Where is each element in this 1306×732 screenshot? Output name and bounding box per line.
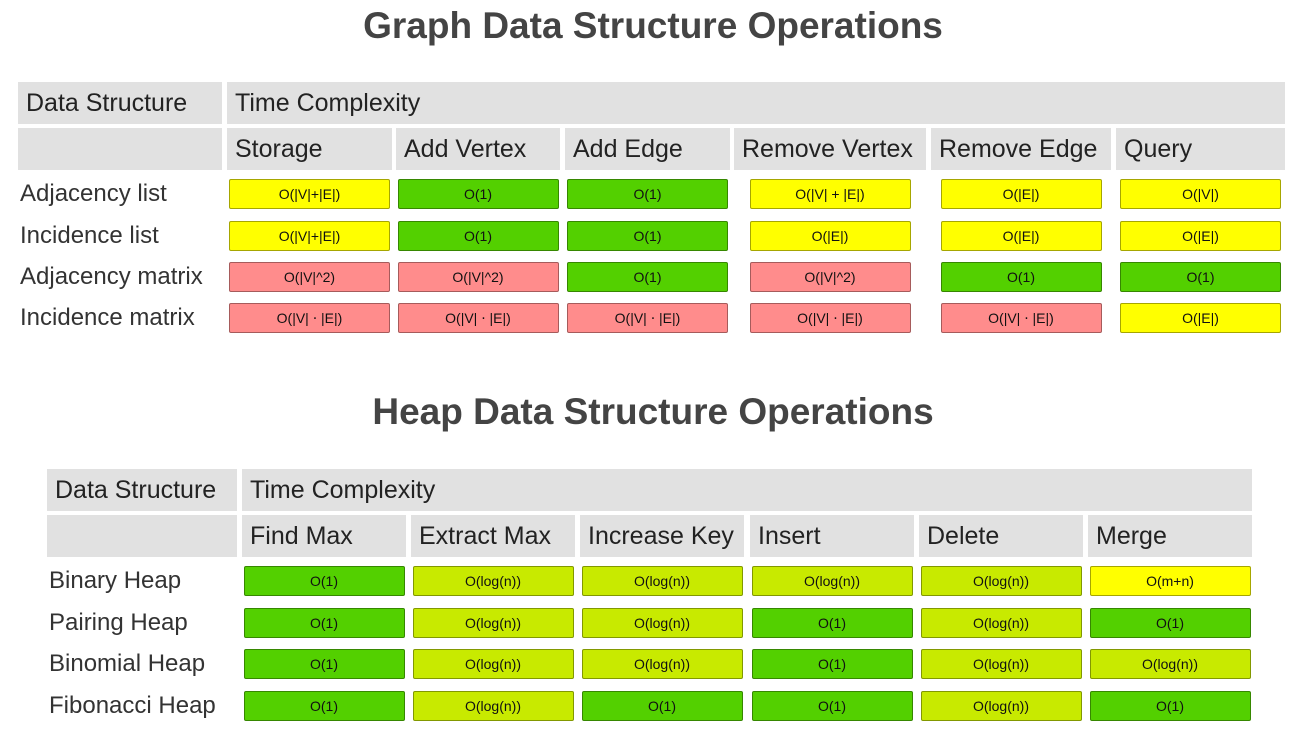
column-header: Insert	[750, 515, 914, 557]
header-cell: Data Structure	[47, 469, 237, 511]
complexity-cell: O(log(n))	[412, 566, 574, 596]
complexity-cell: O(|V| ⋅ |E|)	[567, 303, 728, 333]
complexity-cell: O(m+n)	[1089, 566, 1251, 596]
section-title: Heap Data Structure Operations	[372, 391, 934, 432]
complexity-cell: O(1)	[1089, 691, 1251, 721]
complexity-cell: O(1)	[581, 691, 743, 721]
complexity-cell: O(|V|)	[1120, 179, 1281, 209]
complexity-cell: O(1)	[243, 608, 405, 638]
complexity-cell: O(1)	[243, 566, 405, 596]
complexity-cell: O(1)	[567, 262, 728, 292]
column-header: Remove Vertex	[734, 128, 926, 170]
column-header: Storage	[227, 128, 392, 170]
complexity-cell: O(1)	[567, 221, 728, 251]
row-label: Incidence matrix	[20, 304, 195, 331]
complexity-cell: O(log(n))	[920, 608, 1082, 638]
column-header: Add Vertex	[396, 128, 560, 170]
column-header: Remove Edge	[931, 128, 1111, 170]
complexity-cell: O(|E|)	[1120, 221, 1281, 251]
complexity-cell: O(|V| + |E|)	[749, 179, 911, 209]
column-header: Extract Max	[411, 515, 575, 557]
row-label: Pairing Heap	[49, 609, 188, 636]
complexity-cell: O(log(n))	[412, 649, 574, 679]
column-header: Increase Key	[580, 515, 744, 557]
complexity-cell: O(1)	[1089, 608, 1251, 638]
column-header: Find Max	[242, 515, 406, 557]
complexity-cell: O(log(n))	[581, 608, 743, 638]
complexity-cell: O(|V|^2)	[397, 262, 559, 292]
complexity-cell: O(1)	[940, 262, 1102, 292]
column-header: Delete	[919, 515, 1083, 557]
row-label: Incidence list	[20, 222, 159, 249]
complexity-cell: O(|V|+|E|)	[229, 179, 390, 209]
complexity-cell: O(log(n))	[1089, 649, 1251, 679]
complexity-cell: O(|E|)	[940, 221, 1102, 251]
section-title: Graph Data Structure Operations	[363, 5, 943, 46]
complexity-cell: O(|E|)	[749, 221, 911, 251]
complexity-cell: O(|V| ⋅ |E|)	[749, 303, 911, 333]
complexity-cell: O(1)	[751, 608, 913, 638]
complexity-cell: O(1)	[751, 691, 913, 721]
complexity-cell: O(log(n))	[412, 608, 574, 638]
complexity-cell: O(log(n))	[920, 691, 1082, 721]
column-header: Add Edge	[565, 128, 730, 170]
complexity-cell: O(|V| ⋅ |E|)	[397, 303, 559, 333]
complexity-cell: O(log(n))	[920, 649, 1082, 679]
complexity-cell: O(|V|^2)	[749, 262, 911, 292]
row-label: Binary Heap	[49, 567, 182, 594]
complexity-cell: O(|E|)	[940, 179, 1102, 209]
header-cell: Time Complexity	[227, 82, 1285, 124]
complexity-cell: O(log(n))	[581, 649, 743, 679]
row-label: Fibonacci Heap	[49, 692, 216, 719]
row-label: Adjacency list	[20, 180, 167, 207]
complexity-cell: O(log(n))	[920, 566, 1082, 596]
complexity-cell: O(1)	[243, 691, 405, 721]
complexity-cell: O(|V| ⋅ |E|)	[229, 303, 390, 333]
complexity-cell: O(1)	[397, 179, 559, 209]
row-label: Adjacency matrix	[20, 263, 203, 290]
complexity-cell: O(1)	[751, 649, 913, 679]
header-cell	[18, 128, 222, 170]
header-cell: Data Structure	[18, 82, 222, 124]
complexity-cell: O(1)	[1120, 262, 1281, 292]
complexity-cell: O(|E|)	[1120, 303, 1281, 333]
complexity-cell: O(1)	[397, 221, 559, 251]
row-label: Binomial Heap	[49, 650, 206, 677]
complexity-cell: O(|V| ⋅ |E|)	[940, 303, 1102, 333]
complexity-cell: O(log(n))	[581, 566, 743, 596]
complexity-cell: O(1)	[243, 649, 405, 679]
complexity-cell: O(|V|^2)	[229, 262, 390, 292]
header-cell: Time Complexity	[242, 469, 1252, 511]
complexity-cell: O(1)	[567, 179, 728, 209]
complexity-cell: O(log(n))	[751, 566, 913, 596]
column-header: Merge	[1088, 515, 1252, 557]
column-header: Query	[1116, 128, 1285, 170]
complexity-cell: O(log(n))	[412, 691, 574, 721]
complexity-cell: O(|V|+|E|)	[229, 221, 390, 251]
header-cell	[47, 515, 237, 557]
